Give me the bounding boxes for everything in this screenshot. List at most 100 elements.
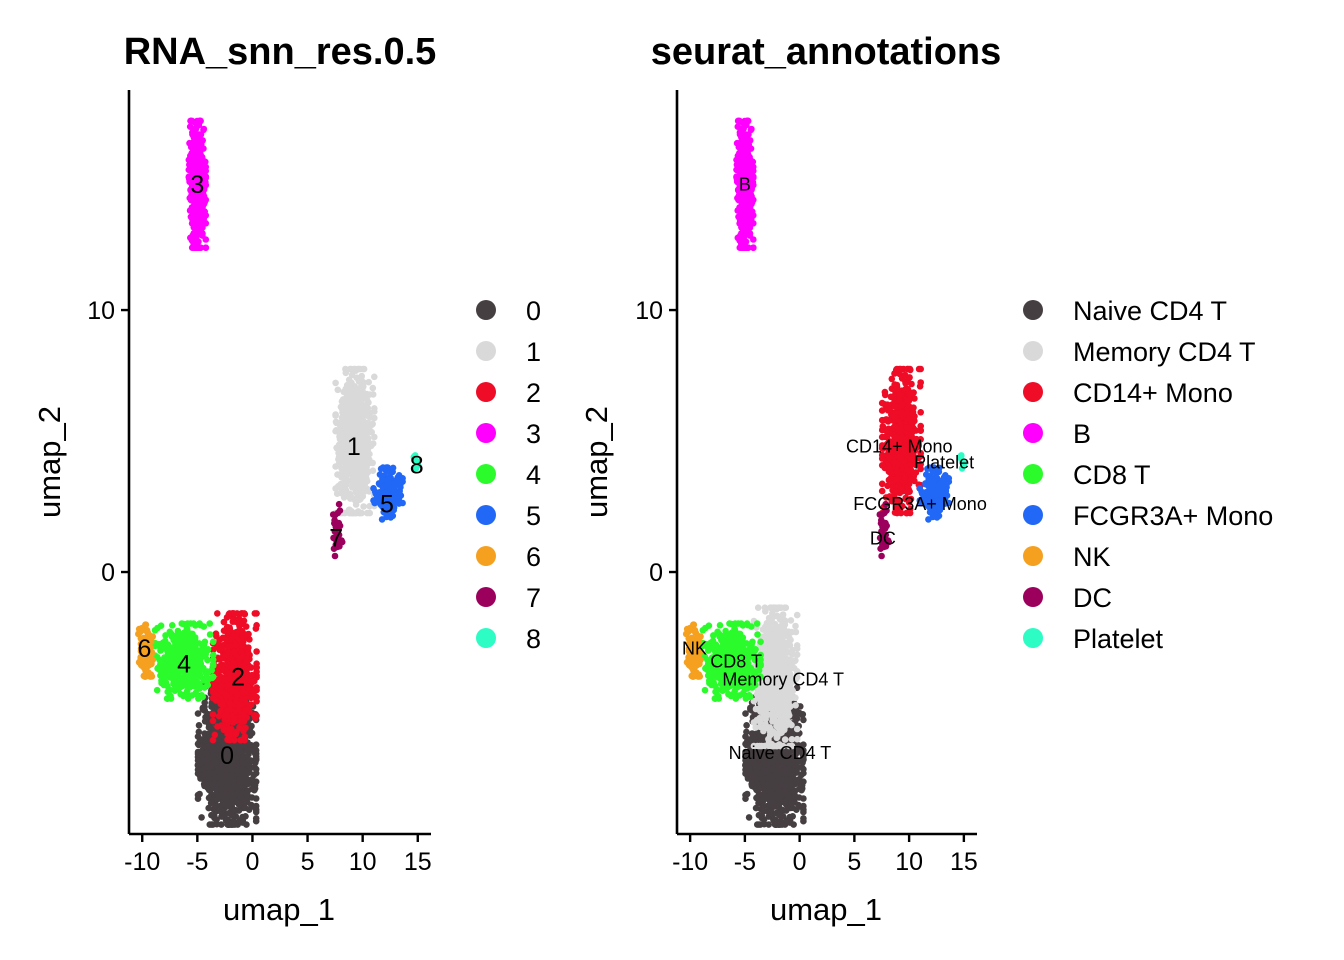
- data-point: [202, 174, 210, 182]
- data-point: [252, 795, 260, 802]
- data-point: [196, 180, 204, 187]
- data-point: [189, 189, 196, 196]
- data-point: [360, 379, 368, 386]
- data-point: [195, 728, 203, 736]
- cluster-points: [410, 452, 422, 472]
- data-point: [337, 484, 345, 492]
- cluster-label: 0: [220, 742, 234, 770]
- data-point: [209, 754, 217, 761]
- data-point: [252, 741, 260, 748]
- data-point: [209, 638, 217, 646]
- data-point: [235, 807, 243, 814]
- x-tick-label: 15: [404, 848, 432, 876]
- data-point: [202, 749, 210, 757]
- data-point: [186, 123, 194, 130]
- data-point: [229, 664, 236, 672]
- data-point: [234, 681, 242, 689]
- data-point: [163, 695, 171, 702]
- data-point: [244, 755, 252, 763]
- data-point: [253, 664, 260, 671]
- data-point: [340, 442, 347, 450]
- data-point: [163, 658, 171, 666]
- data-point: [214, 723, 221, 730]
- data-point: [209, 646, 217, 654]
- data-point: [193, 231, 201, 238]
- data-point: [371, 405, 378, 412]
- data-point: [205, 804, 212, 812]
- data-point: [241, 778, 248, 786]
- data-point: [350, 365, 358, 373]
- data-point: [236, 776, 243, 783]
- data-point: [354, 471, 361, 478]
- data-point: [210, 770, 217, 777]
- data-point: [142, 643, 150, 651]
- data-point: [344, 490, 352, 497]
- data-point: [357, 487, 365, 494]
- data-point: [339, 396, 347, 403]
- data-point: [800, 750, 807, 757]
- data-point: [229, 794, 236, 802]
- data-point: [218, 644, 226, 652]
- data-point: [209, 736, 217, 744]
- data-point: [369, 440, 377, 447]
- data-point: [353, 419, 360, 427]
- x-tick-label: -10: [124, 848, 160, 876]
- data-point: [236, 817, 244, 824]
- cluster-label: 1: [347, 433, 361, 461]
- data-point: [244, 684, 252, 692]
- data-point: [185, 173, 193, 180]
- data-point: [222, 741, 229, 748]
- data-point: [389, 512, 397, 520]
- data-point: [200, 623, 208, 630]
- data-point: [191, 183, 199, 190]
- data-point: [197, 117, 204, 125]
- data-point: [168, 630, 175, 638]
- data-point: [201, 737, 208, 745]
- data-point: [174, 627, 182, 635]
- data-point: [226, 625, 234, 633]
- data-point: [800, 815, 807, 822]
- data-point: [177, 690, 184, 698]
- data-point: [359, 474, 367, 482]
- data-point: [202, 220, 210, 227]
- data-point: [245, 644, 252, 651]
- data-point: [226, 725, 233, 733]
- data-point: [229, 687, 236, 695]
- data-point: [350, 403, 358, 410]
- data-point: [198, 814, 205, 821]
- data-point: [188, 167, 196, 175]
- data-point: [212, 802, 220, 809]
- data-point: [341, 432, 349, 439]
- data-point: [204, 761, 211, 769]
- data-point: [199, 230, 206, 237]
- data-point: [238, 793, 245, 801]
- data-point: [141, 673, 149, 680]
- cluster-label: 4: [177, 650, 191, 678]
- data-point: [338, 537, 345, 544]
- data-point: [230, 648, 238, 656]
- data-point: [344, 401, 351, 409]
- data-point: [357, 492, 365, 500]
- data-point: [225, 821, 232, 828]
- data-point: [194, 750, 202, 758]
- data-point: [151, 627, 159, 634]
- data-point: [244, 649, 251, 656]
- data-point: [200, 664, 207, 672]
- data-point: [224, 772, 232, 779]
- data-point: [349, 425, 356, 432]
- data-point: [236, 748, 244, 755]
- data-point: [353, 436, 361, 443]
- data-point: [205, 775, 212, 782]
- data-point: [169, 622, 176, 629]
- data-point: [176, 640, 183, 648]
- data-point: [353, 374, 360, 382]
- data-point: [395, 500, 403, 507]
- data-point: [176, 674, 184, 681]
- data-point: [173, 657, 181, 664]
- data-point: [194, 710, 202, 717]
- data-point: [195, 722, 203, 729]
- data-point: [177, 667, 184, 674]
- data-point: [215, 795, 222, 802]
